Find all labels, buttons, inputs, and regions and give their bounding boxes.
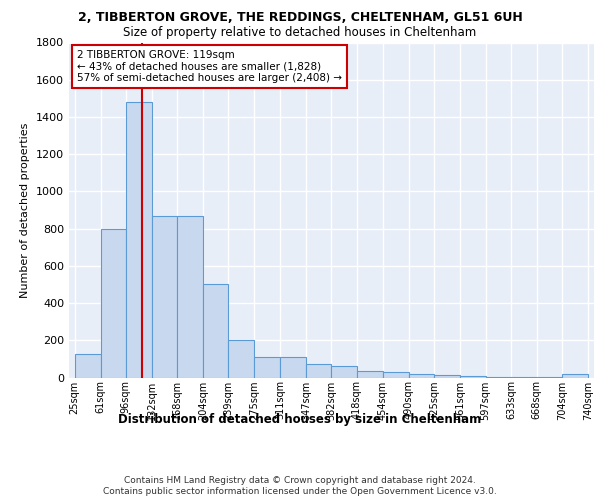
Text: 2, TIBBERTON GROVE, THE REDDINGS, CHELTENHAM, GL51 6UH: 2, TIBBERTON GROVE, THE REDDINGS, CHELTE… xyxy=(77,11,523,24)
Bar xyxy=(203,284,229,378)
Bar xyxy=(409,374,434,378)
Y-axis label: Number of detached properties: Number of detached properties xyxy=(20,122,31,298)
Bar xyxy=(511,376,536,378)
Bar xyxy=(101,228,126,378)
Bar xyxy=(357,371,383,378)
Bar xyxy=(178,216,203,378)
Bar xyxy=(562,374,588,378)
Bar xyxy=(254,357,280,378)
Bar xyxy=(152,216,178,378)
Bar xyxy=(331,366,357,378)
Text: Contains public sector information licensed under the Open Government Licence v3: Contains public sector information licen… xyxy=(103,487,497,496)
Bar xyxy=(306,364,331,378)
Bar xyxy=(383,372,409,378)
Bar xyxy=(126,102,152,378)
Bar xyxy=(434,374,460,378)
Text: Distribution of detached houses by size in Cheltenham: Distribution of detached houses by size … xyxy=(118,412,482,426)
Bar xyxy=(75,354,101,378)
Bar xyxy=(536,376,562,378)
Bar xyxy=(485,376,511,378)
Text: Size of property relative to detached houses in Cheltenham: Size of property relative to detached ho… xyxy=(124,26,476,39)
Bar xyxy=(280,357,306,378)
Bar xyxy=(460,376,485,378)
Text: Contains HM Land Registry data © Crown copyright and database right 2024.: Contains HM Land Registry data © Crown c… xyxy=(124,476,476,485)
Bar xyxy=(229,340,254,378)
Text: 2 TIBBERTON GROVE: 119sqm
← 43% of detached houses are smaller (1,828)
57% of se: 2 TIBBERTON GROVE: 119sqm ← 43% of detac… xyxy=(77,50,342,83)
